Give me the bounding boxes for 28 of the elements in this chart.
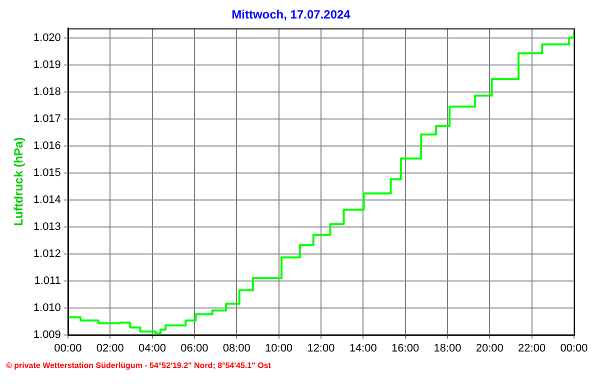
x-tick-label: 22:00 xyxy=(518,342,546,354)
x-tick-label: 18:00 xyxy=(434,342,462,354)
y-tick-label: 1.014 xyxy=(33,194,61,206)
y-tick-label: 1.016 xyxy=(33,140,61,152)
y-tick-label: 1.017 xyxy=(33,112,61,125)
y-tick-label: 1.009 xyxy=(33,328,61,341)
x-tick-label: 12:00 xyxy=(307,342,335,354)
x-tick-label: 06:00 xyxy=(180,342,208,354)
chart-title: Mittwoch, 17.07.2024 xyxy=(232,8,351,22)
x-tick-label: 00:00 xyxy=(560,342,588,354)
x-tick-label: 04:00 xyxy=(138,342,166,354)
y-tick-label: 1.012 xyxy=(33,248,61,260)
x-tick-label: 14:00 xyxy=(349,342,377,354)
x-tick-label: 02:00 xyxy=(96,342,124,354)
y-tick-label: 1.013 xyxy=(33,220,61,233)
y-tick-label: 1.010 xyxy=(33,302,61,314)
x-tick-label: 10:00 xyxy=(265,342,293,354)
y-axis-title: Luftdruck (hPa) xyxy=(12,137,26,226)
y-tick-label: 1.020 xyxy=(33,32,61,44)
y-tick-label: 1.018 xyxy=(33,86,61,98)
x-tick-label: 00:00 xyxy=(54,342,82,354)
x-tick-label: 16:00 xyxy=(392,342,420,354)
text: © private Wetterstation Süderlügum - 54°52'19.2" Nord; 8°54'45.1" Ost xyxy=(6,361,272,370)
x-tick-label: 20:00 xyxy=(476,342,504,354)
x-tick-label: 08:00 xyxy=(222,342,250,354)
y-tick-label: 1.015 xyxy=(33,166,61,179)
y-tick-label: 1.011 xyxy=(34,274,61,287)
y-tick-label: 1.019 xyxy=(33,58,61,71)
